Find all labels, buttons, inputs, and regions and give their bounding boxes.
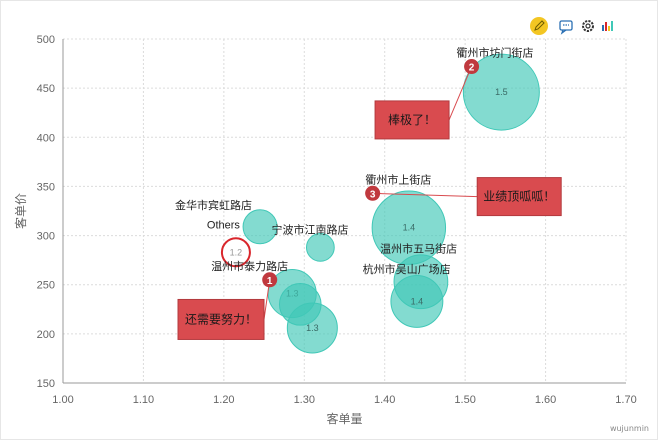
gear-icon-teeth [582,20,594,32]
x-tick-label: 1.70 [615,394,636,406]
callout-marker [464,59,480,75]
bubble[interactable] [305,232,335,262]
y-tick-label: 300 [37,231,55,243]
gear-icon[interactable] [582,20,594,32]
watermark: wujunmin [609,424,649,433]
callout-text: 还需要努力！ [185,311,257,326]
point-label: 宁波市江南路店 [272,223,349,237]
point-label: 衢州市上街店 [365,172,431,186]
x-tick-label: 1.00 [52,394,73,406]
point-label: 温州市泰力路店 [211,259,288,273]
callout-marker-number: 3 [370,189,376,200]
gear-icon-hub [585,23,591,29]
x-tick-label: 1.50 [454,394,475,406]
x-tick-label: 1.40 [374,394,395,406]
callout-marker [365,185,381,201]
bubble[interactable] [462,53,540,131]
y-tick-label: 250 [37,280,55,292]
bar-chart-icon-bar [605,22,607,31]
callout-text: 业绩顶呱呱！ [483,189,555,204]
callout-marker-number: 1 [267,276,273,287]
bubble-value-label: 1.5 [495,87,508,97]
bar-chart-icon-bar [602,25,604,31]
x-tick-label: 1.10 [133,394,154,406]
x-tick-label: 1.20 [213,394,234,406]
point-label: Others [207,220,241,232]
axes: 1.00 1.10 1.20 1.30 1.40 1.50 1.60 1.7015020025… [13,34,637,426]
point-label: 金华市宾虹路店 [175,198,252,212]
x-axis-title: 客单量 [326,411,362,426]
bar-chart-icon-bar [611,21,613,31]
pencil-icon-bg [530,17,548,35]
bubble-series: 1.51.41.41.31.31.2 [220,53,540,354]
callout-connector [448,66,473,121]
callout-marker-number: 2 [469,63,475,74]
y-tick-label: 150 [37,378,55,390]
bar-chart-icon-bar [608,26,610,31]
bubble[interactable] [278,283,322,326]
bubble[interactable] [242,209,278,245]
callout-text: 棒极了！ [388,113,436,127]
y-tick-label: 500 [37,34,55,46]
pencil-icon-glyph [534,20,545,31]
bar-chart-icon[interactable] [602,21,613,31]
bubble-value-label: 1.3 [306,323,319,333]
callout-connector [372,192,478,198]
point-label: 衢州市坊门街店 [457,46,534,60]
callout-box [374,100,450,140]
callout-box [476,177,562,217]
chart-toolbar [530,17,613,35]
highlight-bubble-label: 1.2 [230,247,243,257]
callout-marker [262,272,278,288]
y-tick-label: 200 [37,329,55,341]
highlight-bubble[interactable] [220,237,251,268]
x-tick-label: 1.60 [535,394,556,406]
comment-icon[interactable] [559,20,573,35]
callout-box [177,298,265,340]
bubble-value-label: 1.4 [403,223,416,233]
x-tick-label: 1.30 [294,394,315,406]
pencil-icon[interactable] [530,17,548,35]
callouts: 棒极了！ 2 业绩顶呱呱！ 3 还需要努力！ 1 [177,59,562,340]
point-label: 温州市五马街店 [380,241,457,255]
y-tick-label: 350 [37,181,55,193]
bubble-value-label: 1.4 [411,296,424,306]
point-label: 杭州市吴山广场店 [363,262,451,276]
y-tick-label: 400 [37,132,55,144]
bubble[interactable] [390,274,444,328]
comment-icon-tail [560,29,567,35]
y-tick-label: 450 [37,83,55,95]
y-axis-title: 客单价 [13,193,28,229]
